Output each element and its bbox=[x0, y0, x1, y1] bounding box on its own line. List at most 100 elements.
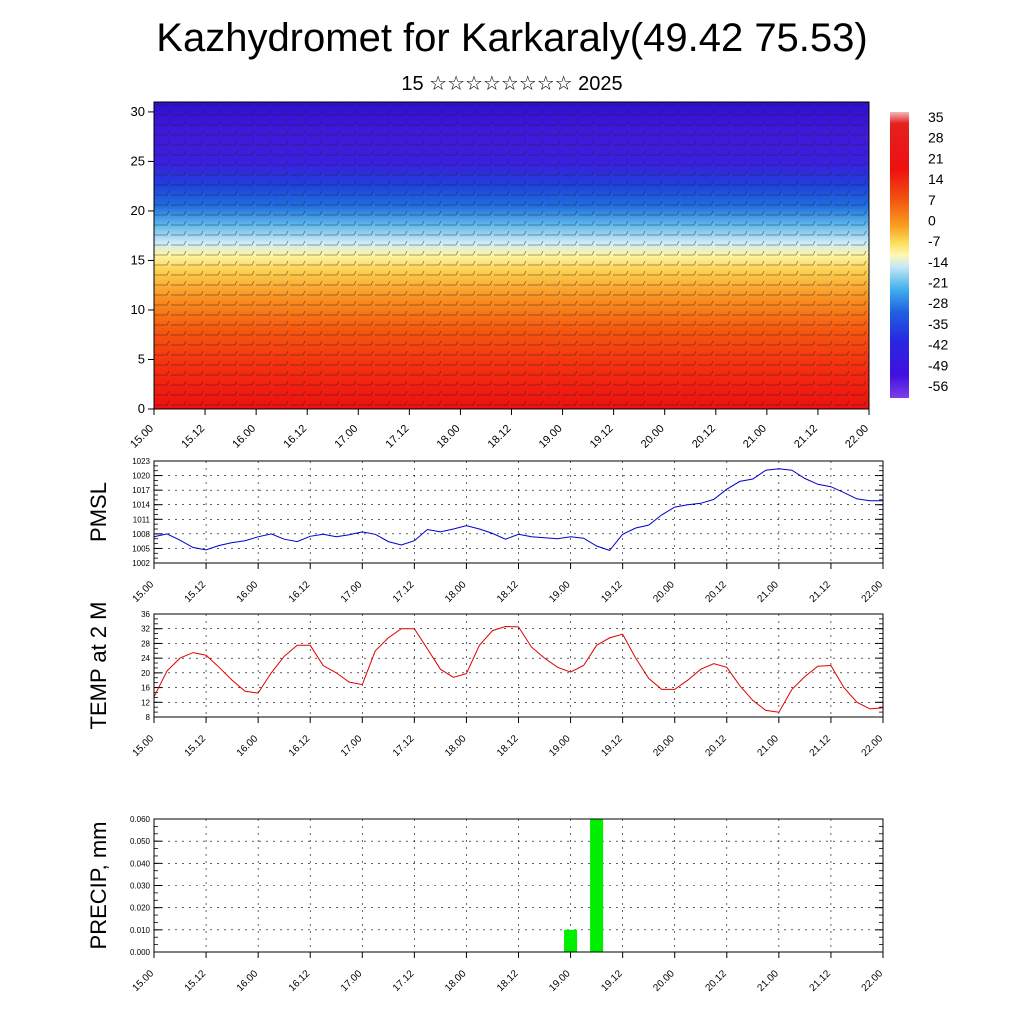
colorbar-label: -14 bbox=[928, 254, 948, 270]
y-tick-label: 8 bbox=[146, 713, 151, 722]
x-tick-label: 19.12 bbox=[599, 968, 625, 994]
x-tick-label: 18.00 bbox=[435, 423, 463, 451]
y-tick-label: 1020 bbox=[132, 472, 150, 481]
x-tick-label: 19.00 bbox=[547, 968, 573, 994]
x-tick-label: 17.12 bbox=[384, 423, 412, 451]
y-tick-label: 32 bbox=[141, 625, 150, 634]
x-tick-label: 19.00 bbox=[547, 733, 573, 759]
x-tick-label: 17.12 bbox=[391, 733, 417, 759]
y-tick-label: 20 bbox=[131, 203, 145, 218]
y-tick-label: 36 bbox=[141, 610, 150, 619]
precip-panel: 0.000 0.010 0.020 0.030 0.040 0.050 0.060 15.00… bbox=[86, 815, 885, 994]
colorbar bbox=[890, 112, 909, 398]
y-tick-label: 0.000 bbox=[130, 948, 151, 957]
y-tick-label: 0.010 bbox=[130, 926, 151, 935]
x-tick-label: 18.00 bbox=[443, 579, 469, 605]
colorbar-label: -7 bbox=[928, 233, 941, 249]
y-tick-label: 0.050 bbox=[130, 837, 151, 846]
x-tick-label: 15.12 bbox=[183, 968, 209, 994]
colorbar-label: -56 bbox=[928, 378, 948, 394]
x-tick-label: 21.00 bbox=[756, 733, 782, 759]
x-tick-label: 16.12 bbox=[287, 733, 313, 759]
x-tick-label: 19.12 bbox=[599, 579, 625, 605]
x-tick-label: 15.00 bbox=[128, 423, 156, 451]
x-tick-label: 22.00 bbox=[843, 423, 871, 451]
y-axis-title: TEMP at 2 M bbox=[86, 602, 111, 730]
x-tick-label: 20.12 bbox=[690, 423, 718, 451]
x-tick-label: 21.12 bbox=[808, 579, 834, 605]
x-tick-label: 21.12 bbox=[792, 423, 820, 451]
x-tick-label: 15.00 bbox=[131, 733, 157, 759]
x-tick-label: 22.00 bbox=[860, 968, 886, 994]
x-tick-label: 18.12 bbox=[495, 579, 521, 605]
colorbar-label: 14 bbox=[928, 171, 944, 187]
x-tick-label: 18.00 bbox=[443, 968, 469, 994]
x-tick-label: 17.12 bbox=[391, 968, 417, 994]
precip-bar bbox=[564, 929, 578, 952]
y-tick-label: 15 bbox=[131, 252, 145, 267]
x-tick-label: 20.00 bbox=[651, 579, 677, 605]
temp-2m-panel: 8 12 16 20 24 28 32 36 15.00 15.12 16.00 16.12 17.00… bbox=[86, 602, 885, 759]
colorbar-label: -49 bbox=[928, 357, 948, 373]
colorbar-label: -42 bbox=[928, 337, 948, 353]
y-tick-label: 0.030 bbox=[130, 882, 151, 891]
x-tick-label: 19.00 bbox=[537, 423, 565, 451]
x-tick-label: 20.00 bbox=[651, 968, 677, 994]
colorbar-label: -21 bbox=[928, 275, 948, 291]
colorbar-label: 7 bbox=[928, 192, 936, 208]
x-tick-label: 16.00 bbox=[230, 423, 258, 451]
colorbar-label: 21 bbox=[928, 150, 944, 166]
x-tick-label: 22.00 bbox=[860, 733, 886, 759]
y-tick-label: 1002 bbox=[132, 559, 150, 568]
y-tick-label: 30 bbox=[131, 104, 145, 119]
x-tick-label: 21.00 bbox=[756, 579, 782, 605]
x-tick-label: 17.00 bbox=[339, 733, 365, 759]
y-tick-label: 1008 bbox=[132, 530, 150, 539]
y-tick-label: 28 bbox=[141, 639, 150, 648]
x-tick-label: 16.12 bbox=[287, 968, 313, 994]
x-tick-label: 19.00 bbox=[547, 579, 573, 605]
y-axis-title: PRECIP, mm bbox=[86, 822, 111, 950]
x-tick-label: 16.12 bbox=[287, 579, 313, 605]
x-tick-label: 15.00 bbox=[131, 579, 157, 605]
y-tick-label: 20 bbox=[141, 669, 150, 678]
y-tick-label: 1023 bbox=[132, 457, 150, 466]
x-tick-label: 15.12 bbox=[183, 579, 209, 605]
wind-barbs bbox=[154, 102, 869, 409]
x-tick-label: 18.12 bbox=[495, 733, 521, 759]
page-subtitle: 15 ☆☆☆☆☆☆☆☆ 2025 bbox=[401, 73, 623, 95]
y-tick-label: 1017 bbox=[132, 486, 150, 495]
x-tick-label: 21.12 bbox=[808, 733, 834, 759]
x-tick-label: 17.00 bbox=[339, 579, 365, 605]
x-tick-label: 15.00 bbox=[131, 968, 157, 994]
colorbar-label: 0 bbox=[928, 212, 936, 228]
x-tick-label: 21.00 bbox=[741, 423, 769, 451]
x-tick-label: 22.00 bbox=[860, 579, 886, 605]
x-tick-label: 16.00 bbox=[235, 579, 261, 605]
series-line bbox=[153, 625, 884, 713]
x-tick-label: 21.00 bbox=[756, 968, 782, 994]
x-tick-label: 19.12 bbox=[599, 733, 625, 759]
y-tick-label: 16 bbox=[141, 684, 150, 693]
x-tick-label: 16.00 bbox=[235, 733, 261, 759]
x-tick-label: 18.12 bbox=[495, 968, 521, 994]
x-tick-label: 20.12 bbox=[703, 579, 729, 605]
colorbar-label: 35 bbox=[928, 109, 944, 125]
y-tick-label: 1014 bbox=[132, 501, 150, 510]
series-line bbox=[153, 468, 883, 551]
y-tick-label: 0.040 bbox=[130, 859, 151, 868]
x-tick-label: 15.12 bbox=[183, 733, 209, 759]
y-tick-label: 0.020 bbox=[130, 904, 151, 913]
x-tick-label: 20.00 bbox=[651, 733, 677, 759]
y-axis-title: PMSL bbox=[86, 482, 111, 542]
x-tick-label: 20.12 bbox=[703, 733, 729, 759]
x-tick-label: 20.12 bbox=[703, 968, 729, 994]
colorbar-label: 28 bbox=[928, 130, 944, 146]
x-tick-label: 15.12 bbox=[179, 423, 207, 451]
y-tick-label: 1011 bbox=[133, 515, 151, 524]
colorbar-label: -28 bbox=[928, 295, 948, 311]
x-tick-label: 18.12 bbox=[486, 423, 514, 451]
x-tick-label: 20.00 bbox=[639, 423, 667, 451]
x-tick-label: 17.12 bbox=[391, 579, 417, 605]
